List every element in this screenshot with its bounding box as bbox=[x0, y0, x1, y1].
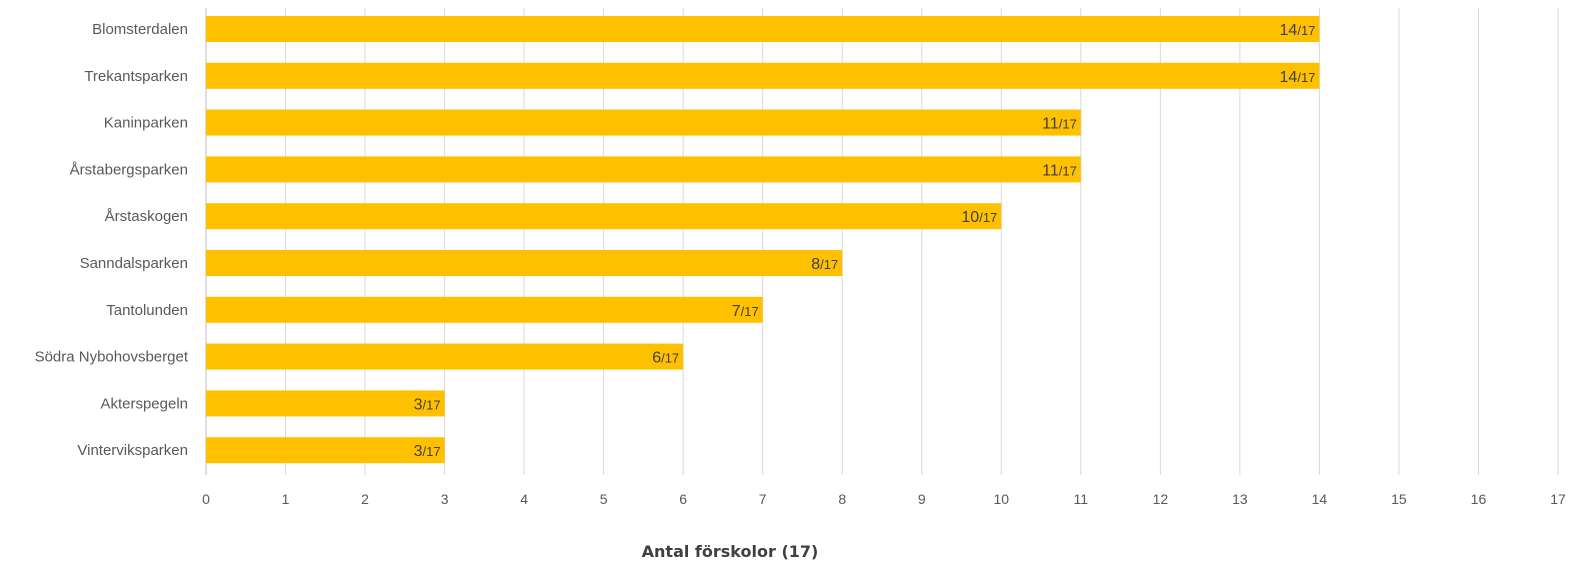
x-tick-label: 3 bbox=[441, 491, 449, 507]
category-label: Vinterviksparken bbox=[77, 442, 188, 459]
x-tick-label: 2 bbox=[361, 491, 369, 507]
x-tick-label: 5 bbox=[600, 491, 608, 507]
x-tick-label: 1 bbox=[282, 491, 290, 507]
x-tick-label: 9 bbox=[918, 491, 926, 507]
data-label: 6/17 bbox=[652, 350, 679, 367]
x-tick-label: 17 bbox=[1550, 491, 1566, 507]
x-tick-label: 10 bbox=[994, 491, 1010, 507]
bar bbox=[206, 62, 1320, 89]
data-label: 7/17 bbox=[732, 303, 759, 320]
category-label: Blomsterdalen bbox=[92, 21, 188, 38]
category-label: Sanndalsparken bbox=[80, 255, 188, 272]
data-labels: 14/17 14/17 11/17 11/17 10/17 8/17 7/17 6/17 3/1… bbox=[414, 22, 1316, 460]
category-label: Årstabergsparken bbox=[70, 161, 188, 178]
bar bbox=[206, 296, 763, 323]
x-tick-label: 8 bbox=[838, 491, 846, 507]
bar bbox=[206, 250, 843, 276]
category-label: Trekantsparken bbox=[84, 68, 188, 85]
data-label: 3/17 bbox=[414, 396, 441, 413]
category-labels: Blomsterdalen Trekantsparken Kaninparken År… bbox=[35, 21, 189, 459]
x-tick-label: 0 bbox=[202, 491, 210, 507]
x-tick-labels: 0 1 2 3 4 5 6 7 8 9 10 11 12 13 14 15 16 17 bbox=[202, 491, 1566, 507]
data-label: 14/17 bbox=[1280, 22, 1316, 39]
data-label: 10/17 bbox=[961, 209, 997, 226]
bar bbox=[206, 203, 1002, 230]
bar bbox=[206, 343, 684, 370]
x-axis-title: Antal förskolor (17) bbox=[641, 542, 819, 561]
data-label: 11/17 bbox=[1042, 116, 1077, 133]
category-label: Tantolunden bbox=[106, 302, 188, 319]
bar bbox=[206, 156, 1081, 183]
bar bbox=[206, 390, 445, 417]
data-label: 3/17 bbox=[414, 443, 441, 460]
x-tick-label: 6 bbox=[679, 491, 687, 507]
x-tick-label: 12 bbox=[1153, 491, 1169, 507]
category-label: Södra Nybohovsberget bbox=[35, 349, 189, 366]
bar bbox=[206, 16, 1320, 42]
data-label: 11/17 bbox=[1042, 162, 1077, 179]
x-tick-label: 7 bbox=[759, 491, 767, 507]
x-tick-label: 13 bbox=[1232, 491, 1248, 507]
x-tick-label: 14 bbox=[1312, 491, 1328, 507]
category-label: Kaninparken bbox=[104, 115, 188, 132]
x-tick-label: 4 bbox=[520, 491, 528, 507]
category-label: Årstaskogen bbox=[105, 208, 188, 225]
category-label: Akterspegeln bbox=[100, 395, 188, 412]
bar bbox=[206, 109, 1081, 136]
data-label: 14/17 bbox=[1280, 69, 1316, 86]
x-tick-label: 11 bbox=[1074, 491, 1089, 507]
data-label: 8/17 bbox=[811, 256, 838, 273]
bars bbox=[206, 16, 1320, 464]
x-tick-label: 16 bbox=[1471, 491, 1487, 507]
x-tick-label: 15 bbox=[1391, 491, 1407, 507]
bar bbox=[206, 437, 445, 464]
